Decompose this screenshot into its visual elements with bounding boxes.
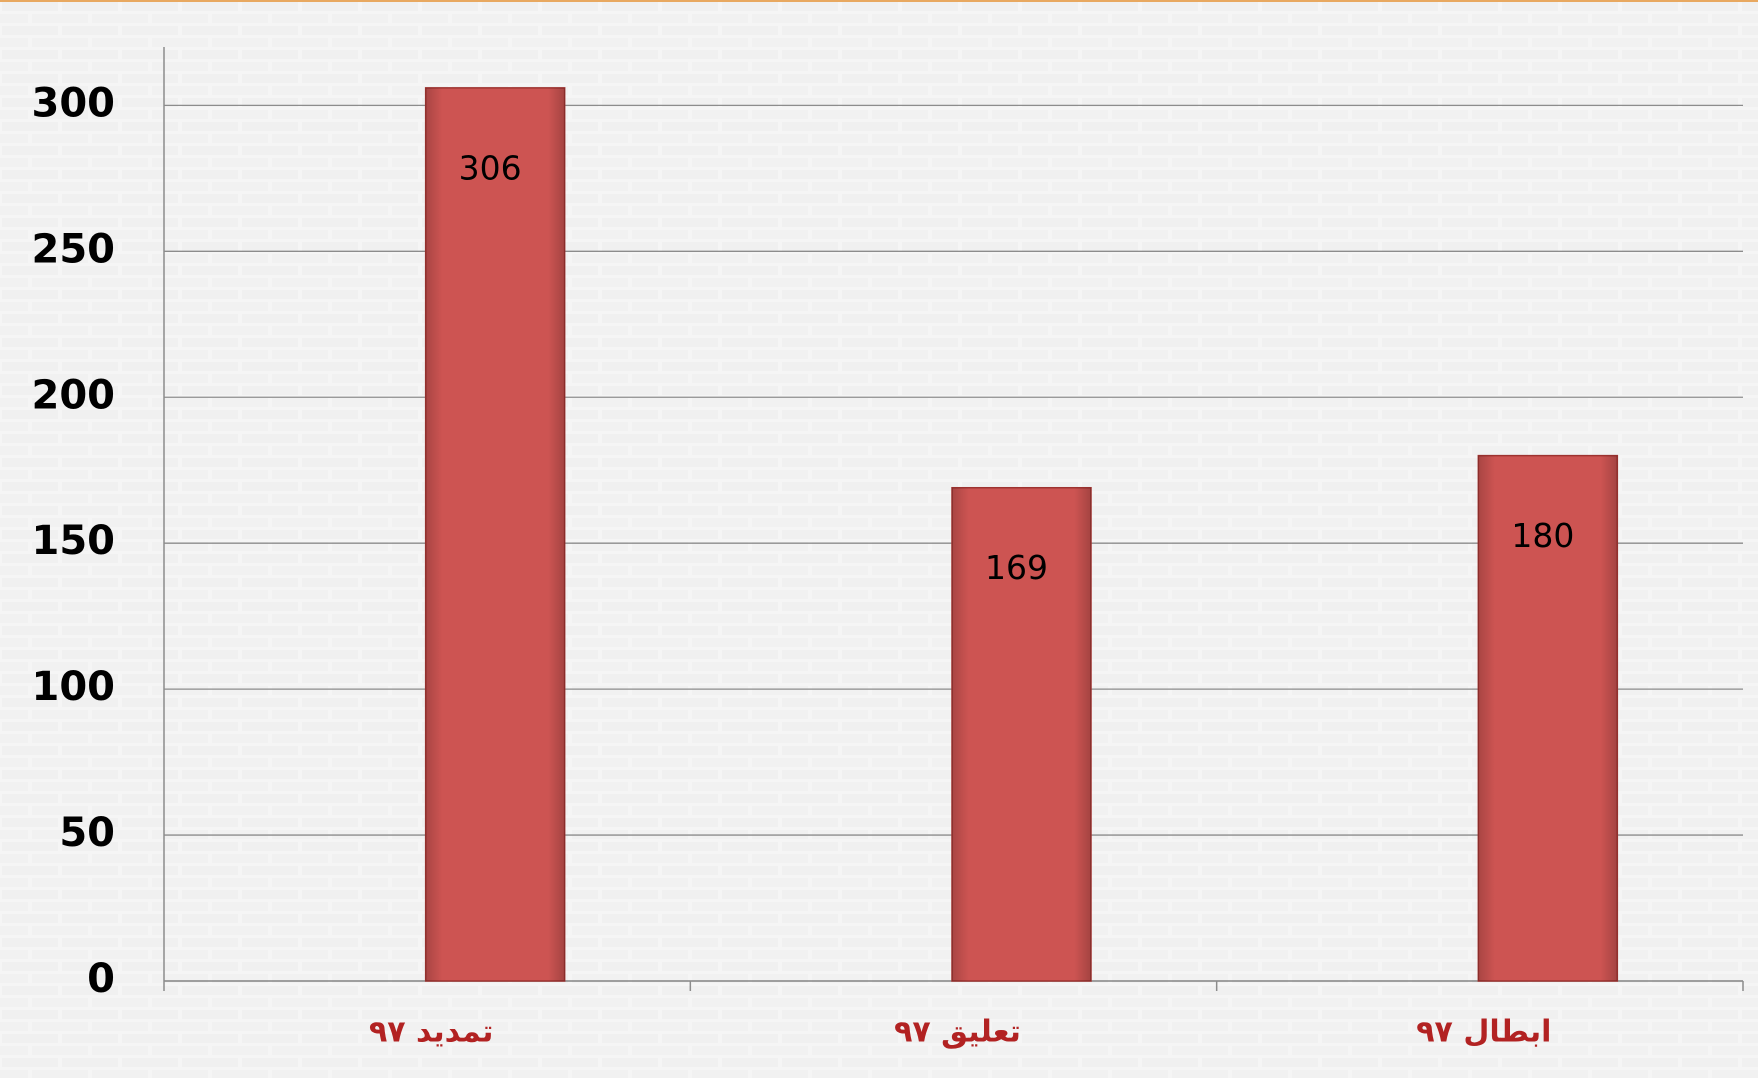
value-label: 306 bbox=[459, 148, 522, 187]
value-label: 180 bbox=[1511, 516, 1574, 555]
bar-shade bbox=[1478, 455, 1618, 981]
x-tick-label: تمدید ۹۷ bbox=[369, 1015, 493, 1050]
y-tick-label: 300 bbox=[32, 80, 116, 126]
bar-shade bbox=[425, 87, 565, 982]
y-tick-label: 100 bbox=[32, 664, 116, 710]
value-label: 169 bbox=[985, 548, 1048, 587]
y-tick-label: 0 bbox=[87, 956, 115, 1002]
y-tick-label: 250 bbox=[32, 226, 116, 272]
y-tick-label: 150 bbox=[32, 518, 116, 564]
y-tick-label: 200 bbox=[32, 372, 116, 418]
x-tick-label: ابطال ۹۷ bbox=[1416, 1015, 1551, 1050]
bar-shade bbox=[952, 487, 1091, 981]
x-tick-label: تعلیق ۹۷ bbox=[894, 1015, 1021, 1050]
y-tick-label: 50 bbox=[59, 810, 115, 856]
